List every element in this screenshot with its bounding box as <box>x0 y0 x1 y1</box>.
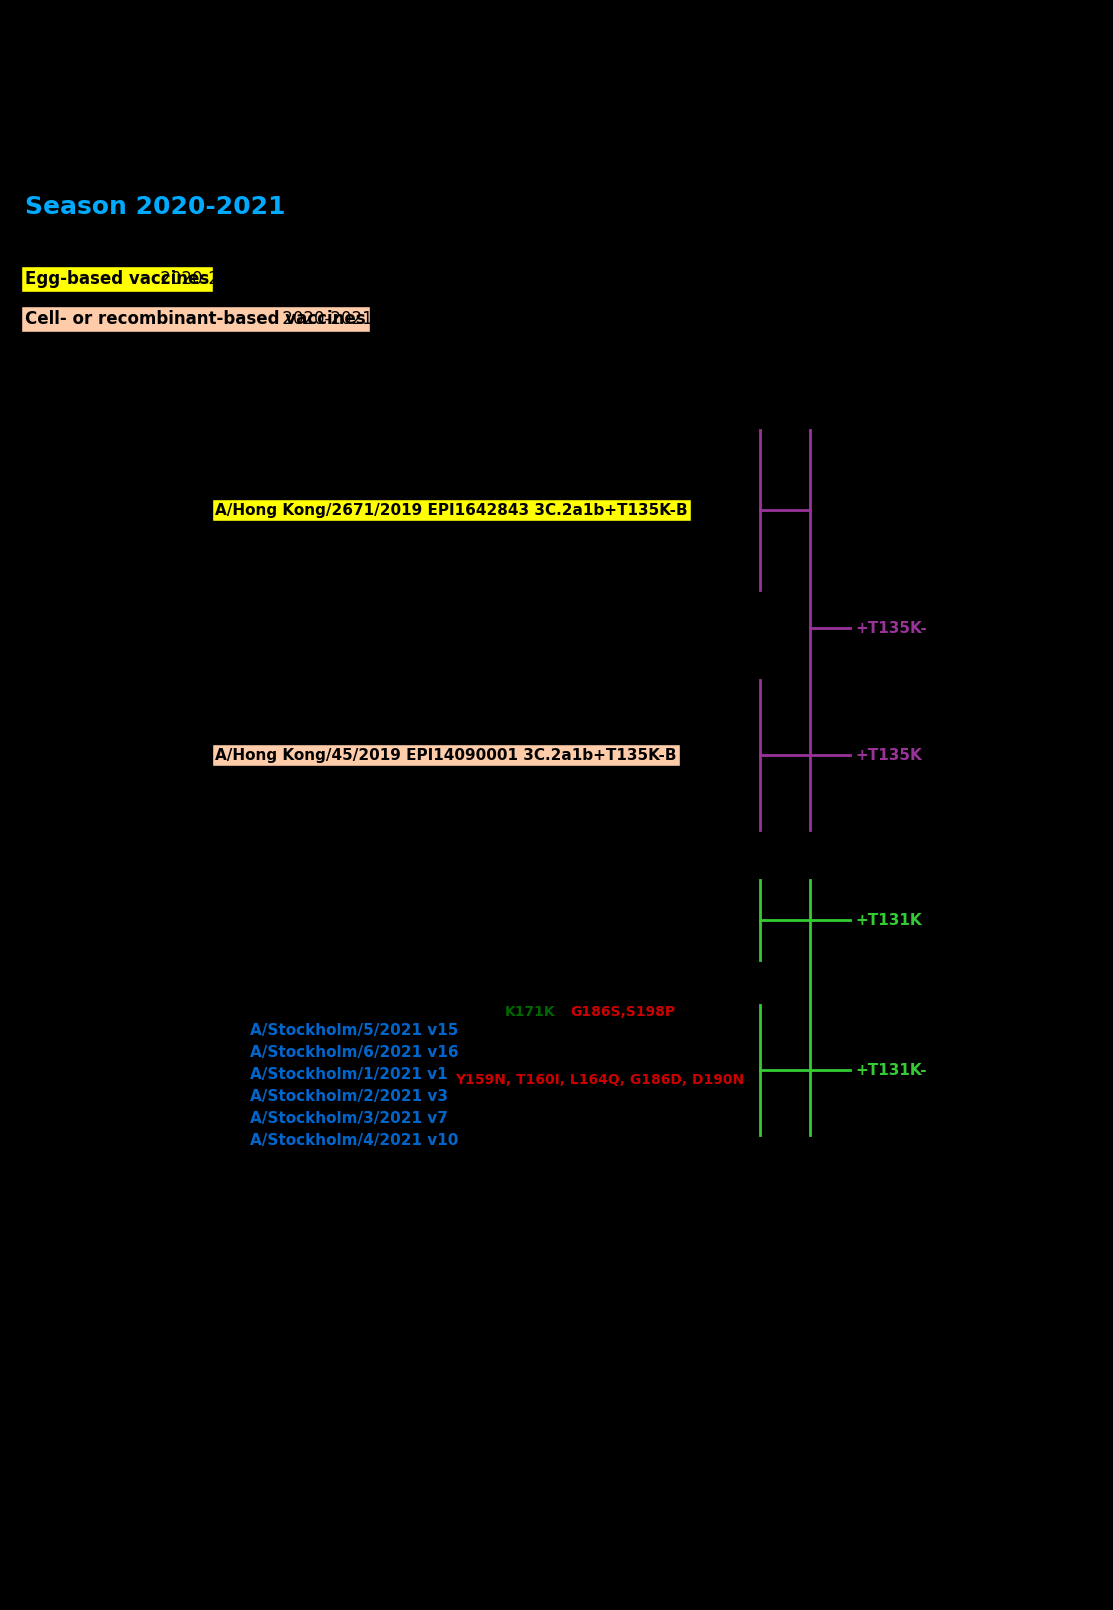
Text: +T135K: +T135K <box>855 747 922 763</box>
Text: A/Stockholm/6/2021 v16: A/Stockholm/6/2021 v16 <box>250 1045 459 1059</box>
Text: Season 2020-2021: Season 2020-2021 <box>24 195 286 219</box>
Text: A/Stockholm/4/2021 v10: A/Stockholm/4/2021 v10 <box>250 1132 459 1148</box>
Text: A/Stockholm/3/2021 v7: A/Stockholm/3/2021 v7 <box>250 1111 447 1125</box>
Text: A/Hong Kong/45/2019 EPI14090001 3C.2a1b+T135K-B: A/Hong Kong/45/2019 EPI14090001 3C.2a1b+… <box>215 747 677 763</box>
Text: +T135K-: +T135K- <box>855 620 927 636</box>
Text: Egg-based vaccines: Egg-based vaccines <box>24 270 209 288</box>
Text: +T131K-: +T131K- <box>855 1063 927 1077</box>
Text: G186S,S198P: G186S,S198P <box>570 1005 676 1019</box>
Text: Cell- or recombinant-based vaccines: Cell- or recombinant-based vaccines <box>24 311 366 328</box>
Text: K171K: K171K <box>505 1005 555 1019</box>
Text: 2020-2021: 2020-2021 <box>155 270 250 288</box>
Text: +T131K: +T131K <box>855 913 922 927</box>
Text: A/Stockholm/2/2021 v3: A/Stockholm/2/2021 v3 <box>250 1088 449 1103</box>
Text: A/Stockholm/1/2021 v1: A/Stockholm/1/2021 v1 <box>250 1066 447 1082</box>
Text: 2020-2021: 2020-2021 <box>277 311 373 328</box>
Text: Y159N, T160I, L164Q, G186D, D190N: Y159N, T160I, L164Q, G186D, D190N <box>455 1072 745 1087</box>
Text: A/Hong Kong/2671/2019 EPI1642843 3C.2a1b+T135K-B: A/Hong Kong/2671/2019 EPI1642843 3C.2a1b… <box>215 502 688 517</box>
Text: A/Stockholm/5/2021 v15: A/Stockholm/5/2021 v15 <box>250 1022 459 1037</box>
